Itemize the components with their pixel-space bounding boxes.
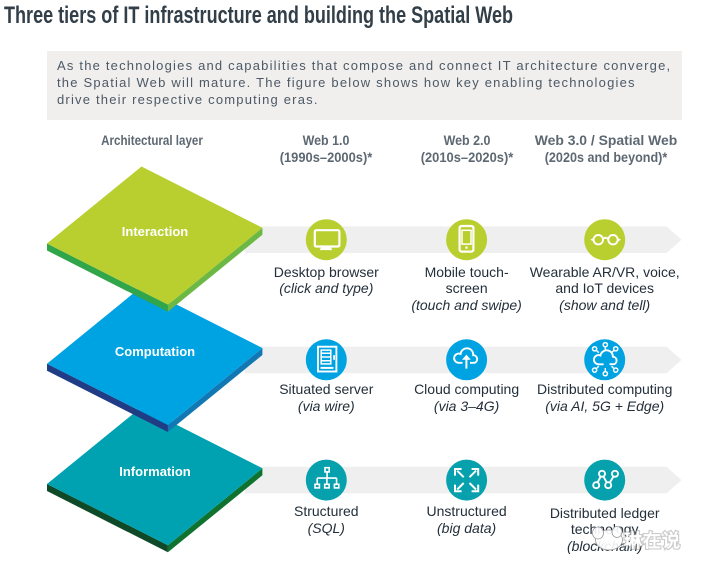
svg-text:琳在说: 琳在说: [624, 530, 681, 551]
svg-text:琳在说: 琳在说: [624, 530, 681, 551]
